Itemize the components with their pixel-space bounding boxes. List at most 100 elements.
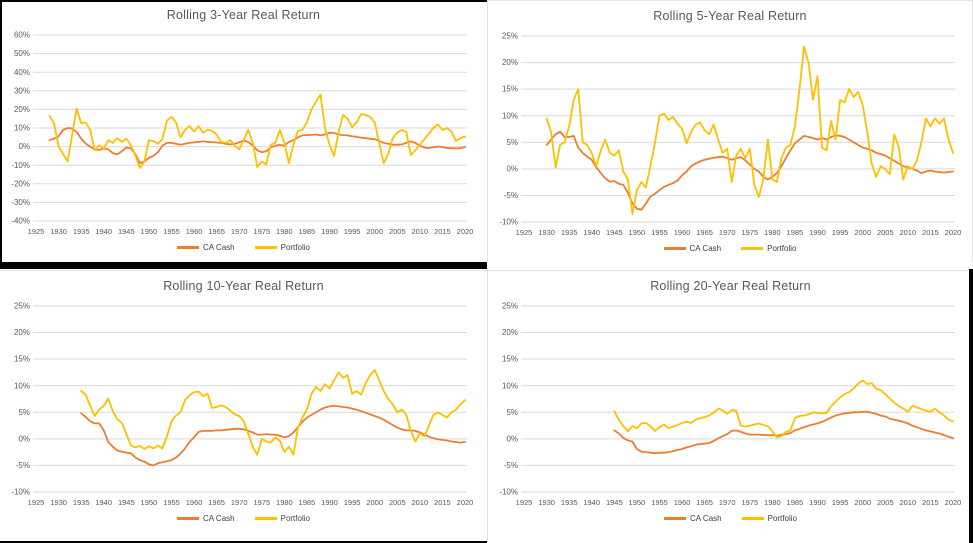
chart-title: Rolling 3-Year Real Return [166, 8, 321, 22]
x-tick-label: 1995 [832, 228, 849, 237]
plot-area-10-year: 25% 20% 15% 10% 5% 0% -5% -10%1925 1930 1935 1940 1… [11, 302, 474, 507]
chart-title: Rolling 5-Year Real Return [653, 9, 807, 23]
x-tick-label: 1985 [299, 227, 316, 236]
legend-swatch-ca-cash [177, 246, 200, 249]
x-tick-label: 1985 [787, 228, 804, 237]
plot-area-20-year: 25% 20% 15% 10% 5% 0% -5% -10%1925 1930 1935 1940 1… [499, 302, 961, 507]
x-tick-label: 1960 [186, 498, 203, 507]
x-tick-label: 1995 [344, 498, 361, 507]
y-tick-label: -10% [499, 488, 518, 497]
chart-panel-3-year[interactable]: 60% 50% 40% 30% 20% 10% 0% -10% -20% -30% -40% 1925… [0, 0, 487, 262]
x-tick-label: 2000 [854, 228, 871, 237]
x-tick-label: 1965 [696, 228, 713, 237]
x-tick-label: 1960 [674, 228, 691, 237]
legend-swatch-ca-cash [177, 517, 200, 520]
x-tick-label: 1925 [516, 228, 533, 237]
x-tick-label: 1990 [321, 227, 338, 236]
y-tick-label: 0% [506, 165, 518, 174]
y-tick-label: -5% [504, 191, 518, 200]
x-tick-label: 1945 [118, 498, 135, 507]
chart-title: Rolling 20-Year Real Return [650, 279, 811, 293]
legend-item-ca-cash: CA Cash [663, 244, 722, 253]
legend-label: CA Cash [690, 514, 722, 523]
legend-swatch-ca-cash [664, 517, 687, 520]
y-tick-label: 25% [502, 302, 518, 311]
x-tick-label: 1945 [118, 227, 135, 236]
x-tick-label: 2000 [366, 227, 383, 236]
series-line-portfolio [545, 45, 954, 215]
x-tick-label: 1985 [787, 498, 804, 507]
plot-area-3-year: 60% 50% 40% 30% 20% 10% 0% -10% -20% -30% -40%1925… [11, 31, 473, 236]
x-tick-label: 1925 [28, 498, 45, 507]
y-tick-label: 20% [502, 58, 518, 67]
legend-swatch-portfolio [254, 246, 277, 249]
y-tick-label: 20% [502, 328, 518, 337]
x-tick-label: 2005 [877, 498, 894, 507]
y-tick-label: -5% [16, 461, 30, 470]
y-tick-label: 5% [506, 138, 518, 147]
x-tick-label: 1945 [606, 498, 623, 507]
x-tick-label: 1995 [832, 498, 849, 507]
x-tick-label: 1960 [186, 227, 203, 236]
y-tick-label: -40% [11, 217, 30, 226]
chart-panel-20-year[interactable]: 25% 20% 15% 10% 5% 0% -5% -10% 1925 1930 1935 1940 1… [487, 270, 973, 542]
x-tick-label: 2020 [945, 228, 962, 237]
chart-panel-5-year[interactable]: 25% 20% 15% 10% 5% 0% -5% -10% 1925 1930 1935 1940 1… [487, 0, 973, 262]
x-tick-label: 1940 [95, 498, 112, 507]
x-tick-label: 1930 [50, 227, 67, 236]
x-tick-label: 1970 [231, 498, 248, 507]
x-tick-label: 1975 [253, 498, 270, 507]
legend-swatch-ca-cash [663, 247, 686, 250]
y-tick-label: 15% [502, 85, 518, 94]
x-tick-label: 1965 [208, 227, 225, 236]
x-tick-label: 1955 [651, 228, 668, 237]
x-tick-label: 1935 [561, 228, 578, 237]
x-tick-label: 1950 [629, 228, 646, 237]
legend-label: CA Cash [203, 243, 235, 252]
x-tick-label: 2010 [411, 498, 428, 507]
y-tick-label: 0% [506, 435, 518, 444]
y-tick-label: 0% [18, 142, 30, 151]
x-tick-label: 2010 [899, 228, 916, 237]
y-tick-label: 25% [14, 302, 30, 311]
series-line-ca-cash [48, 127, 466, 164]
x-tick-label: 2015 [434, 227, 451, 236]
x-tick-label: 2015 [922, 228, 939, 237]
x-tick-label: 1935 [73, 227, 90, 236]
legend: CA Cash Portfolio [0, 514, 487, 523]
legend-item-ca-cash: CA Cash [177, 243, 235, 252]
series-line-ca-cash [80, 404, 466, 467]
window-border-left [0, 0, 2, 268]
y-tick-label: 60% [14, 31, 30, 40]
x-tick-label: 1935 [73, 498, 90, 507]
legend-label: CA Cash [689, 244, 722, 253]
y-tick-label: 20% [14, 105, 30, 114]
series-line-portfolio [48, 93, 466, 169]
x-tick-label: 2010 [899, 498, 916, 507]
y-tick-label: 10% [14, 124, 30, 133]
chart-panel-10-year[interactable]: 25% 20% 15% 10% 5% 0% -5% -10% 1925 1930 1935 1940 1… [0, 270, 487, 542]
x-tick-label: 2020 [457, 498, 474, 507]
x-tick-label: 1955 [163, 498, 180, 507]
y-tick-label: 10% [502, 381, 518, 390]
legend-label: CA Cash [203, 514, 235, 523]
x-tick-label: 2010 [411, 227, 428, 236]
y-tick-label: -10% [11, 161, 30, 170]
x-tick-label: 2000 [854, 498, 871, 507]
x-tick-label: 1970 [719, 498, 736, 507]
legend-label: Portfolio [767, 514, 797, 523]
y-tick-label: -10% [11, 488, 30, 497]
x-tick-label: 1955 [651, 498, 668, 507]
y-tick-label: -10% [499, 218, 518, 227]
x-tick-label: 1940 [583, 498, 600, 507]
x-tick-label: 1935 [561, 498, 578, 507]
y-tick-label: 0% [18, 435, 30, 444]
window-border-top [0, 0, 487, 2]
x-tick-label: 1970 [719, 228, 736, 237]
y-tick-label: -30% [11, 198, 30, 207]
legend: CA Cash Portfolio [0, 243, 487, 252]
plot-area-5-year: 25% 20% 15% 10% 5% 0% -5% -10%1925 1930 1935 1940 1… [499, 32, 962, 237]
x-tick-label: 1975 [253, 227, 270, 236]
x-tick-label: 1960 [674, 498, 691, 507]
x-tick-label: 1990 [809, 228, 826, 237]
